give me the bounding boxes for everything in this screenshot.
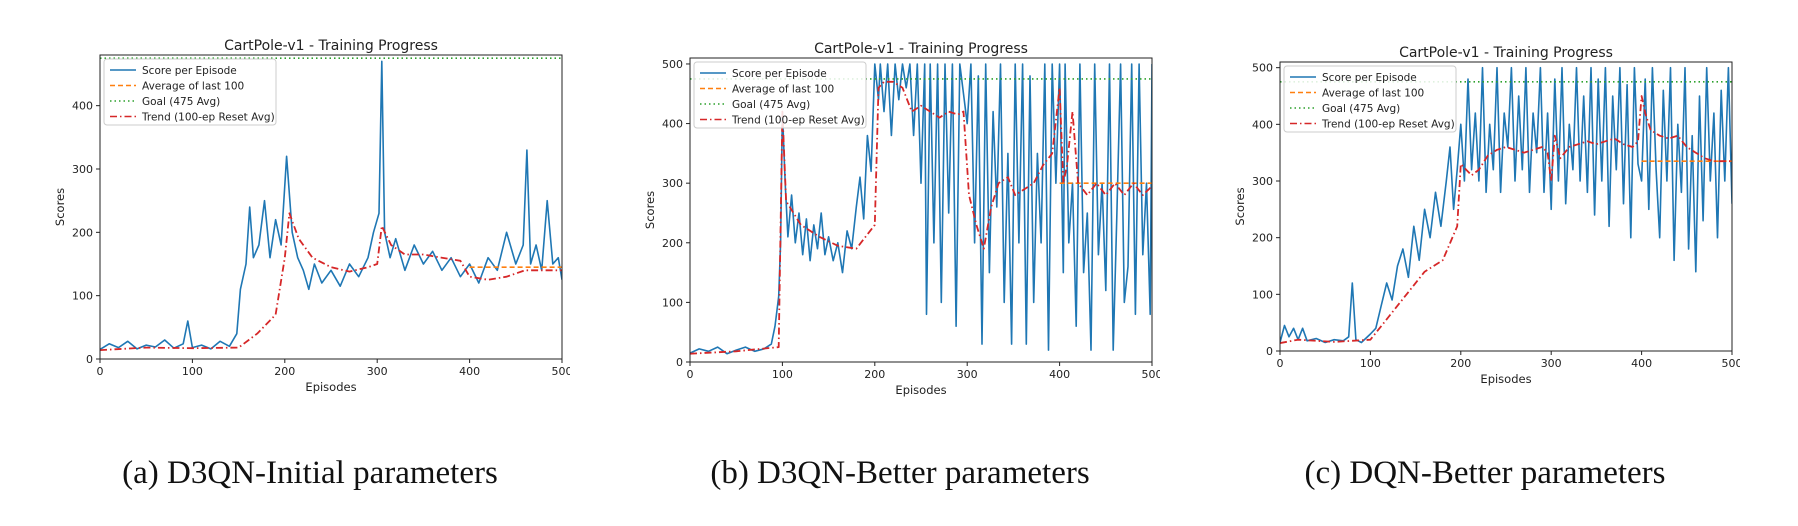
x-tick-label-c: 100 [1360,357,1381,370]
x-tick-label-a: 400 [459,365,480,378]
y-tick-label-b: 500 [662,58,683,71]
y-tick-label-c: 500 [1252,62,1273,75]
series-line-c-3 [1280,95,1732,344]
y-tick-label-b: 400 [662,118,683,131]
x-axis-label-b: Episodes [895,383,946,397]
chart-svg-b: CartPole-v1 - Training Progress 0 100 200 30… [643,41,1161,397]
x-tick-label-c: 0 [1277,357,1284,370]
chart-title-a: CartPole-v1 - Training Progress [224,38,438,54]
x-tick-label-c: 200 [1450,357,1471,370]
series-line-a-0 [100,60,562,351]
legend-box-b [693,61,867,129]
legend-label-b-3: Trend (100-ep Reset Avg) [731,115,865,127]
chart-panel-a: CartPole-v1 - Training Progress 0 100 200 30… [50,35,570,445]
chart-panel-c: CartPole-v1 - Training Progress 0 100 200 30… [1230,42,1740,437]
series-line-b-3 [690,80,1152,355]
series-line-c-0 [1280,66,1732,344]
x-tick-label-a: 500 [552,365,571,378]
y-axis-label-a: Scores [53,188,67,226]
series-line-b-0 [690,63,1152,355]
legend-label-a-0: Score per Episode [142,65,237,77]
series-line-a-3 [100,212,562,351]
caption-a: (a) D3QN-Initial parameters [122,455,498,491]
caption-c: (c) DQN-Better parameters [1304,455,1666,491]
y-tick-label-b: 100 [662,296,683,309]
chart-panel-b: CartPole-v1 - Training Progress 0 100 200 30… [640,38,1160,448]
caption-b: (b) D3QN-Better parameters [710,455,1090,491]
x-tick-label-b: 100 [772,368,793,381]
chart-title-c: CartPole-v1 - Training Progress [1399,45,1613,61]
y-tick-label-a: 200 [72,226,93,239]
legend-label-c-3: Trend (100-ep Reset Avg) [1321,119,1455,131]
y-tick-label-b: 0 [676,356,683,369]
y-tick-label-b: 300 [662,177,683,190]
y-tick-label-a: 400 [72,100,93,113]
legend-label-a-2: Goal (475 Avg) [142,96,220,108]
legend-label-b-2: Goal (475 Avg) [732,99,810,111]
legend-label-b-1: Average of last 100 [732,84,834,96]
legend-label-c-2: Goal (475 Avg) [1322,103,1400,115]
x-tick-label-b: 0 [687,368,694,381]
legend-label-b-0: Score per Episode [732,68,827,80]
x-axis-label-c: Episodes [1480,372,1531,386]
y-tick-label-c: 400 [1252,118,1273,131]
x-axis-label-a: Episodes [305,380,356,394]
plot-frame-b [689,57,1153,363]
legend-label-a-1: Average of last 100 [142,81,244,93]
x-tick-label-b: 500 [1142,368,1161,381]
x-tick-label-c: 300 [1541,357,1562,370]
plot-frame-c [1279,61,1733,352]
y-axis-label-c: Scores [1233,187,1247,225]
chart-svg-c: CartPole-v1 - Training Progress 0 100 200 30… [1233,45,1741,386]
y-tick-label-c: 200 [1252,232,1273,245]
x-tick-label-c: 400 [1631,357,1652,370]
x-tick-label-a: 100 [182,365,203,378]
plot-frame-a [99,54,563,360]
x-tick-label-a: 0 [97,365,104,378]
y-tick-label-a: 300 [72,163,93,176]
x-tick-label-b: 200 [864,368,885,381]
legend-label-a-3: Trend (100-ep Reset Avg) [141,112,275,124]
y-tick-label-c: 0 [1266,345,1273,358]
x-tick-label-a: 300 [367,365,388,378]
y-tick-label-c: 300 [1252,175,1273,188]
y-tick-label-a: 100 [72,290,93,303]
legend-box-a [103,58,277,126]
y-tick-label-c: 100 [1252,288,1273,301]
chart-title-b: CartPole-v1 - Training Progress [814,41,1028,57]
x-tick-label-b: 300 [957,368,978,381]
y-axis-label-b: Scores [643,191,657,229]
chart-svg-a: CartPole-v1 - Training Progress 0 100 200 30… [53,38,571,394]
x-tick-label-c: 500 [1722,357,1741,370]
y-tick-label-a: 0 [86,353,93,366]
x-tick-label-b: 400 [1049,368,1070,381]
x-tick-label-a: 200 [274,365,295,378]
legend-label-c-0: Score per Episode [1322,72,1417,84]
y-tick-label-b: 200 [662,237,683,250]
legend-label-c-1: Average of last 100 [1322,88,1424,100]
legend-box-c [1283,65,1457,133]
